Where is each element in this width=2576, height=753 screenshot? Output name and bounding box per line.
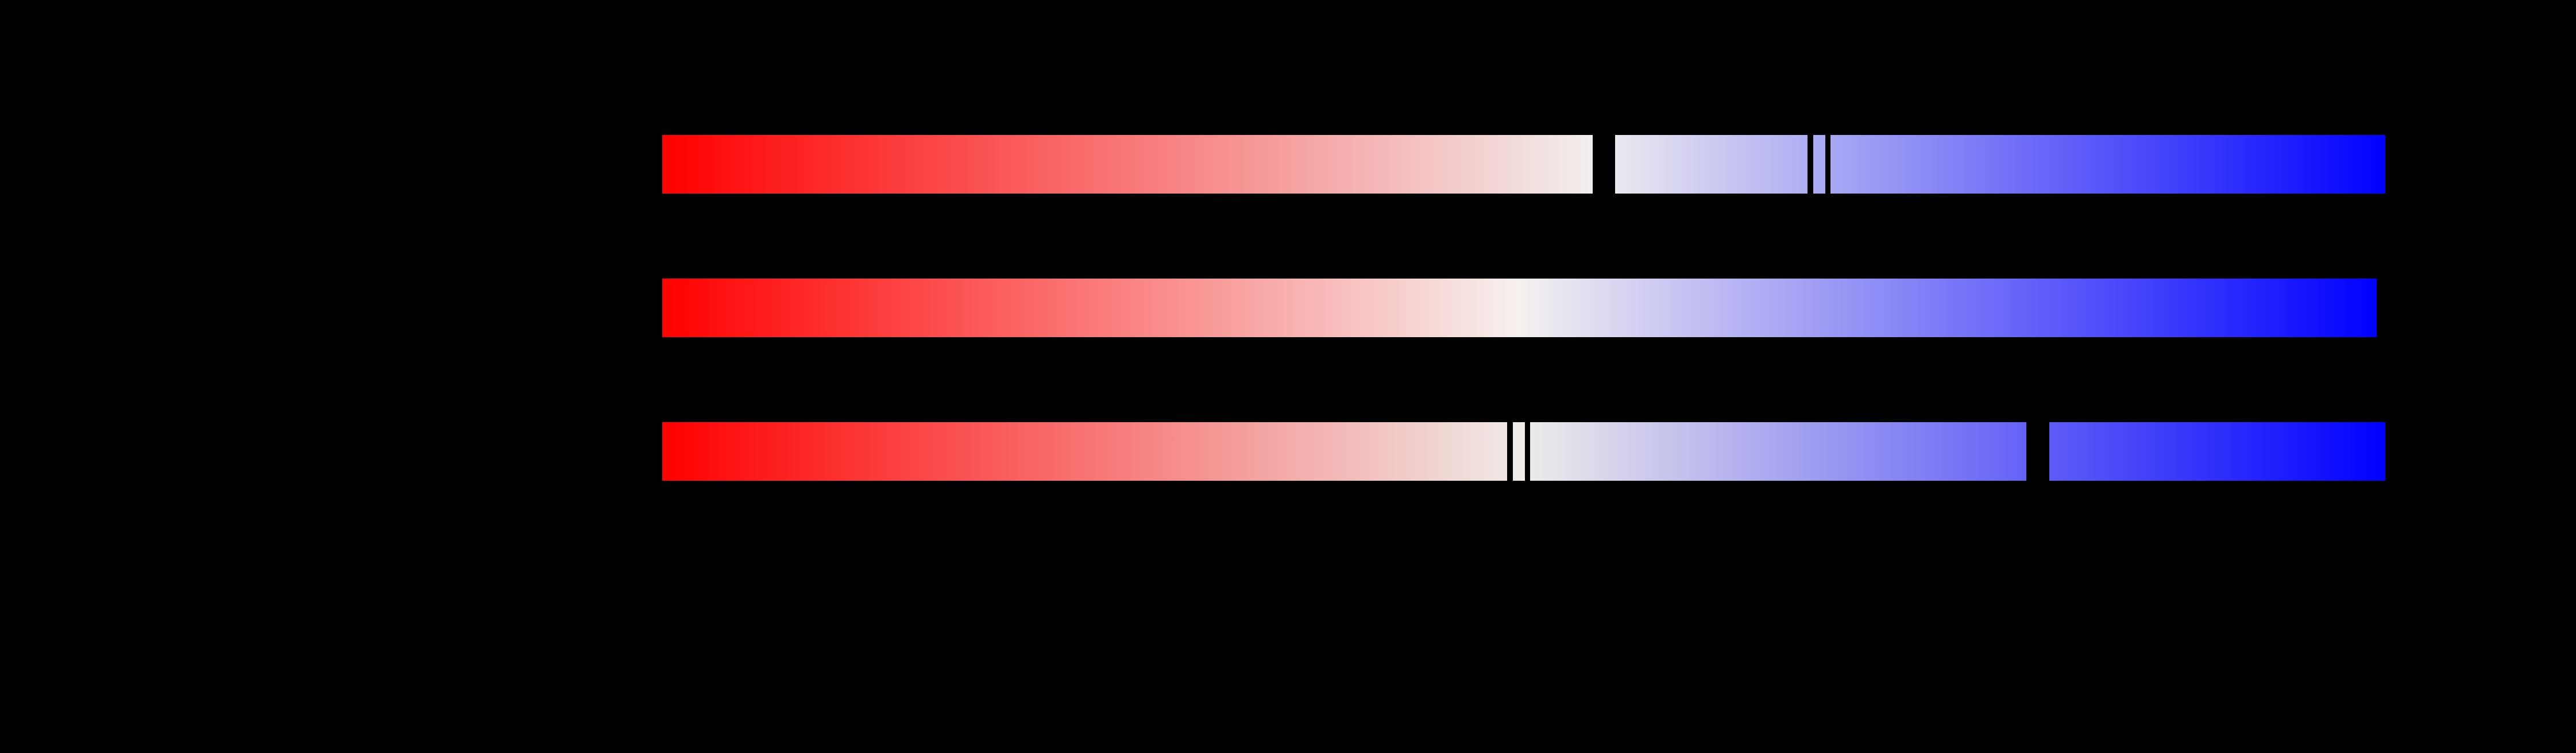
separator-line: [1593, 134, 1615, 194]
colorbar-row-1: [662, 134, 2385, 194]
colorbar-row-2: [662, 279, 2377, 337]
separator-line: [1507, 422, 1513, 481]
separator-line: [1808, 134, 1813, 194]
colorbar-row-3: [662, 422, 2385, 481]
separator-line: [1825, 134, 1830, 194]
separator-line: [1525, 422, 1530, 481]
separator-line: [2026, 422, 2049, 481]
